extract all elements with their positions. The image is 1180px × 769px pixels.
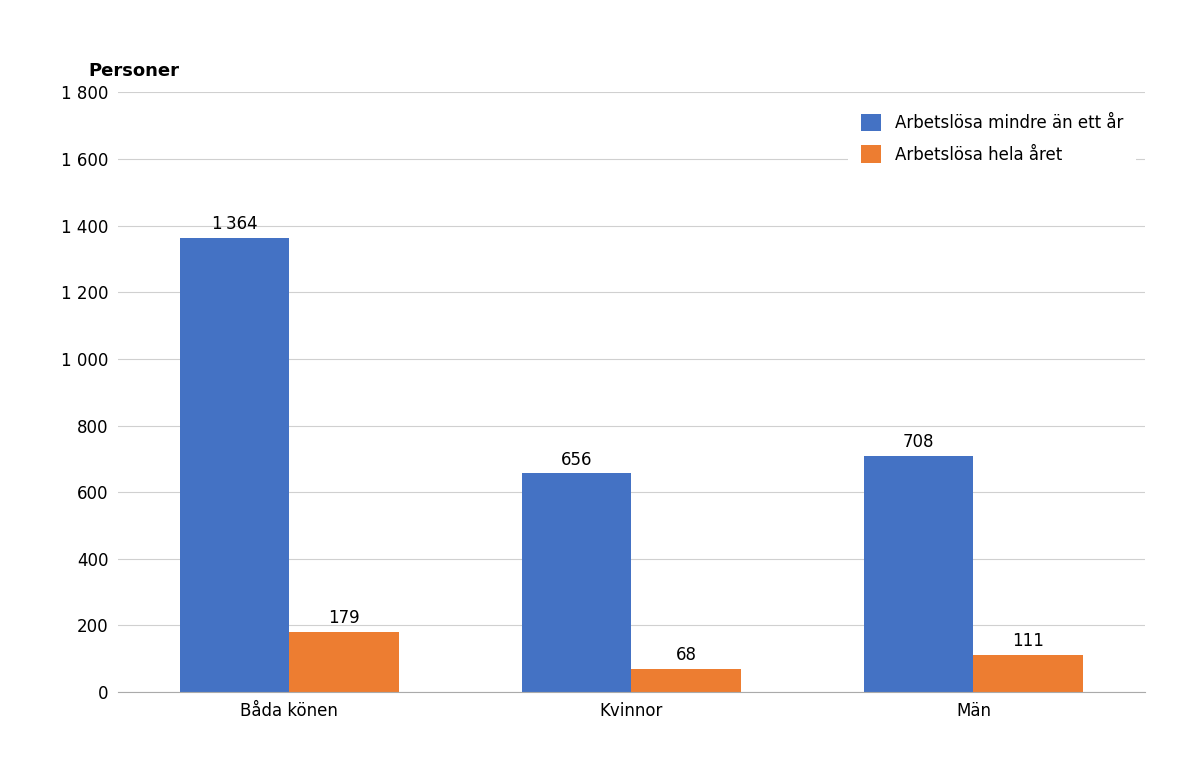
Bar — [522, 474, 631, 692]
Text: 708: 708 — [903, 433, 935, 451]
Bar — [631, 670, 741, 692]
Text: 111: 111 — [1012, 632, 1044, 650]
Bar — [974, 655, 1083, 692]
Bar — [179, 238, 289, 692]
Text: 179: 179 — [328, 610, 360, 628]
Text: 1 364: 1 364 — [211, 215, 257, 232]
Text: 68: 68 — [676, 647, 696, 664]
Text: Personer: Personer — [88, 62, 179, 79]
Bar — [289, 632, 399, 692]
Text: 656: 656 — [560, 451, 592, 468]
Bar — [864, 456, 974, 692]
Legend: Arbetslösa mindre än ett år, Arbetslösa hela året: Arbetslösa mindre än ett år, Arbetslösa … — [848, 101, 1136, 177]
